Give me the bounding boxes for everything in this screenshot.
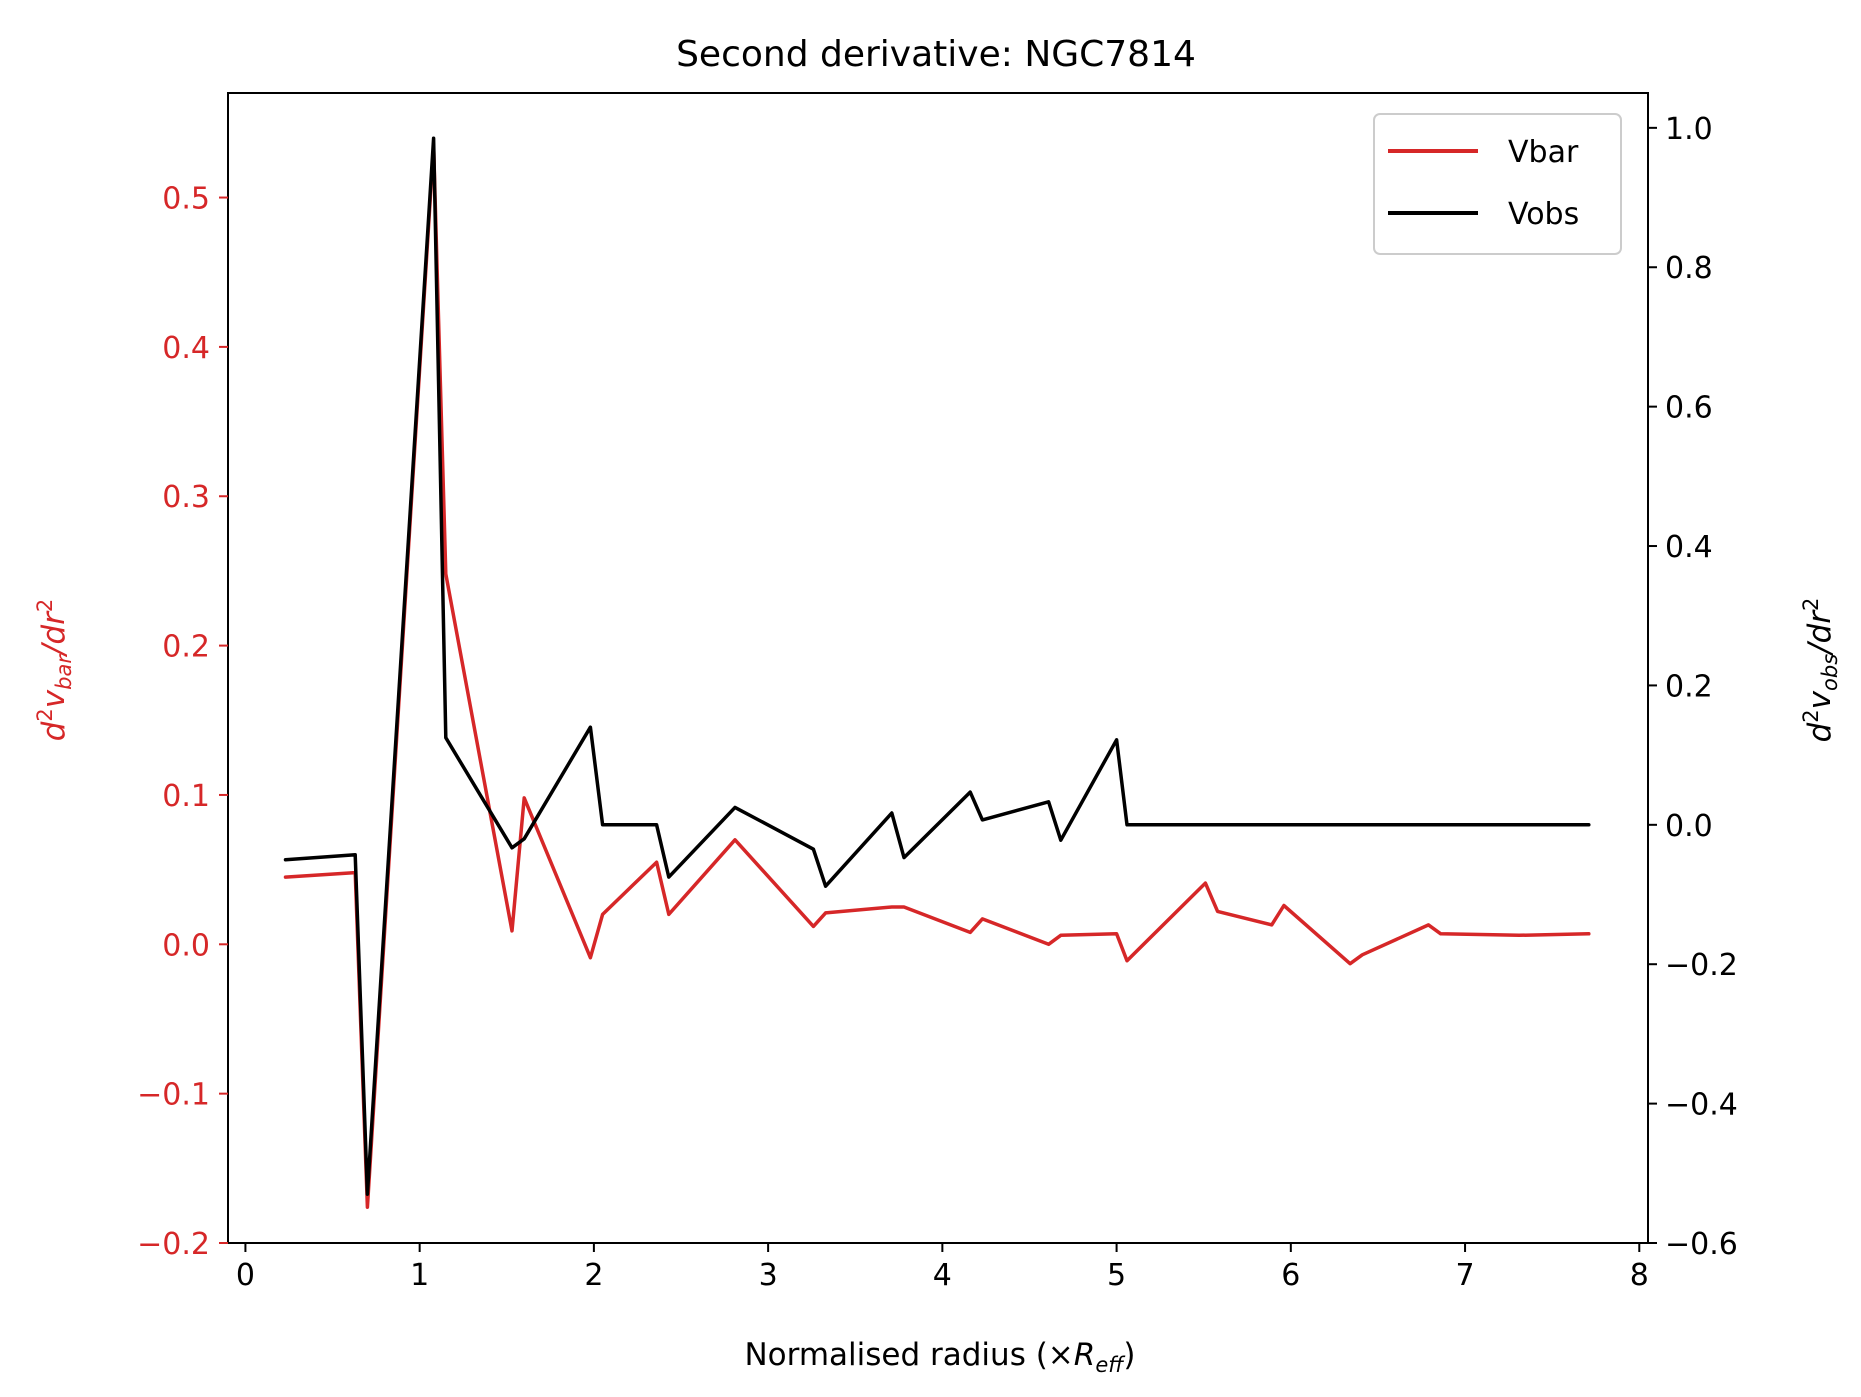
legend-label-vobs: Vobs xyxy=(1508,197,1579,232)
y-left-tick-label: 0.1 xyxy=(162,779,210,814)
x-tick-label: 3 xyxy=(759,1258,778,1293)
y-right-tick-label: −0.4 xyxy=(1665,1088,1738,1123)
legend: Vbar Vobs xyxy=(1373,113,1622,255)
chart-title: Second derivative: NGC7814 xyxy=(676,34,1196,75)
y-left-tick-label: −0.1 xyxy=(137,1078,210,1113)
y-left-tick-label: 0.5 xyxy=(162,182,210,217)
y-right-tick-label: 0.4 xyxy=(1665,530,1713,565)
y-left-axis-ticks: −0.2 −0.1 0.0 0.1 0.2 0.3 0.4 0.5 xyxy=(137,182,228,1262)
y-right-tick-label: 1.0 xyxy=(1665,112,1713,147)
y-right-tick-label: 0.8 xyxy=(1665,251,1713,286)
series-line-vbar xyxy=(283,143,1591,1209)
x-tick-label: 7 xyxy=(1456,1258,1475,1293)
plot-frame xyxy=(227,92,1649,1244)
y-right-axis-ticks: −0.6 −0.4 −0.2 0.0 0.2 0.4 0.6 0.8 1.0 xyxy=(1648,112,1738,1262)
y-left-axis-label: d2vbar/dr2 xyxy=(33,599,76,742)
y-left-tick-label: 0.4 xyxy=(162,331,210,366)
x-tick-label: 6 xyxy=(1281,1258,1300,1293)
y-right-tick-label: −0.6 xyxy=(1665,1227,1738,1262)
x-axis-ticks: 0 1 2 3 4 5 6 7 8 xyxy=(236,1243,1649,1293)
y-right-tick-label: 0.2 xyxy=(1665,669,1713,704)
x-tick-label: 8 xyxy=(1630,1258,1649,1293)
y-right-axis-label: d2vobs/dr2 xyxy=(1799,598,1842,743)
legend-label-vbar: Vbar xyxy=(1508,135,1579,170)
series-line-vobs xyxy=(283,136,1591,1196)
y-left-tick-label: 0.2 xyxy=(162,630,210,665)
y-left-tick-label: 0.3 xyxy=(162,480,210,515)
x-tick-label: 0 xyxy=(236,1258,255,1293)
x-tick-label: 2 xyxy=(584,1258,603,1293)
plot-lines xyxy=(283,136,1591,1209)
x-tick-label: 4 xyxy=(933,1258,952,1293)
x-tick-label: 1 xyxy=(410,1258,429,1293)
y-right-tick-label: 0.6 xyxy=(1665,391,1713,426)
y-right-tick-label: −0.2 xyxy=(1665,948,1738,983)
y-right-tick-label: 0.0 xyxy=(1665,809,1713,844)
y-left-tick-label: 0.0 xyxy=(162,928,210,963)
x-tick-label: 5 xyxy=(1107,1258,1126,1293)
legend-box xyxy=(1373,113,1622,255)
y-left-tick-label: −0.2 xyxy=(137,1227,210,1262)
x-axis-label: Normalised radius (×Reff) xyxy=(744,1337,1135,1377)
